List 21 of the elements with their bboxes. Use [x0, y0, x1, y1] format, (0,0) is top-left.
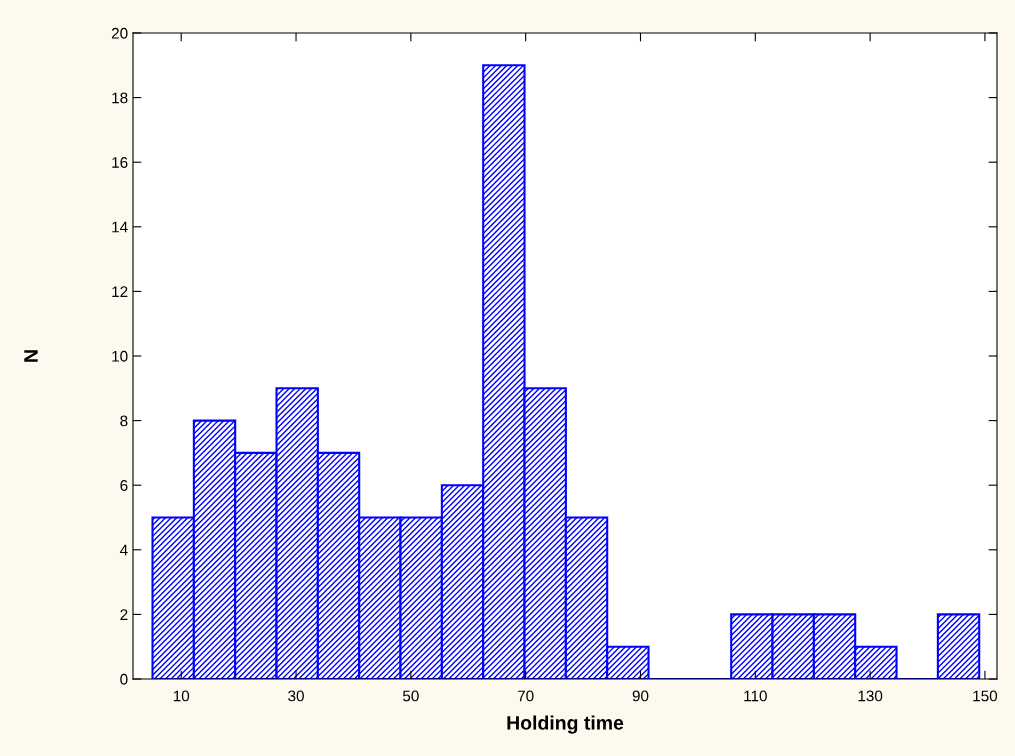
y-tick-label: 14: [112, 221, 128, 233]
y-tick-label: 20: [111, 27, 128, 39]
x-tick-label: 70: [517, 690, 534, 702]
x-tick-label: 110: [744, 690, 767, 702]
y-tick-label: 4: [119, 544, 128, 556]
x-tick-label: 10: [173, 690, 190, 702]
x-tick-label: 30: [288, 690, 304, 702]
y-tick-label: 12: [112, 286, 128, 297]
x-tick-label: 50: [402, 690, 419, 702]
y-tick-label: 8: [120, 415, 128, 427]
y-tick-label: 10: [112, 350, 128, 362]
y-axis-title: N: [24, 350, 38, 362]
y-tick-label: 18: [112, 92, 128, 104]
x-tick-label: 130: [858, 690, 883, 702]
y-tick-label: 6: [120, 480, 128, 491]
x-tick-label: 90: [632, 690, 649, 702]
y-tick-label: 0: [120, 673, 128, 685]
y-tick-label: 2: [120, 609, 128, 620]
x-axis-title: Holding time: [507, 715, 624, 734]
x-tick-label: 150: [973, 690, 998, 702]
y-tick-label: 16: [112, 157, 128, 168]
